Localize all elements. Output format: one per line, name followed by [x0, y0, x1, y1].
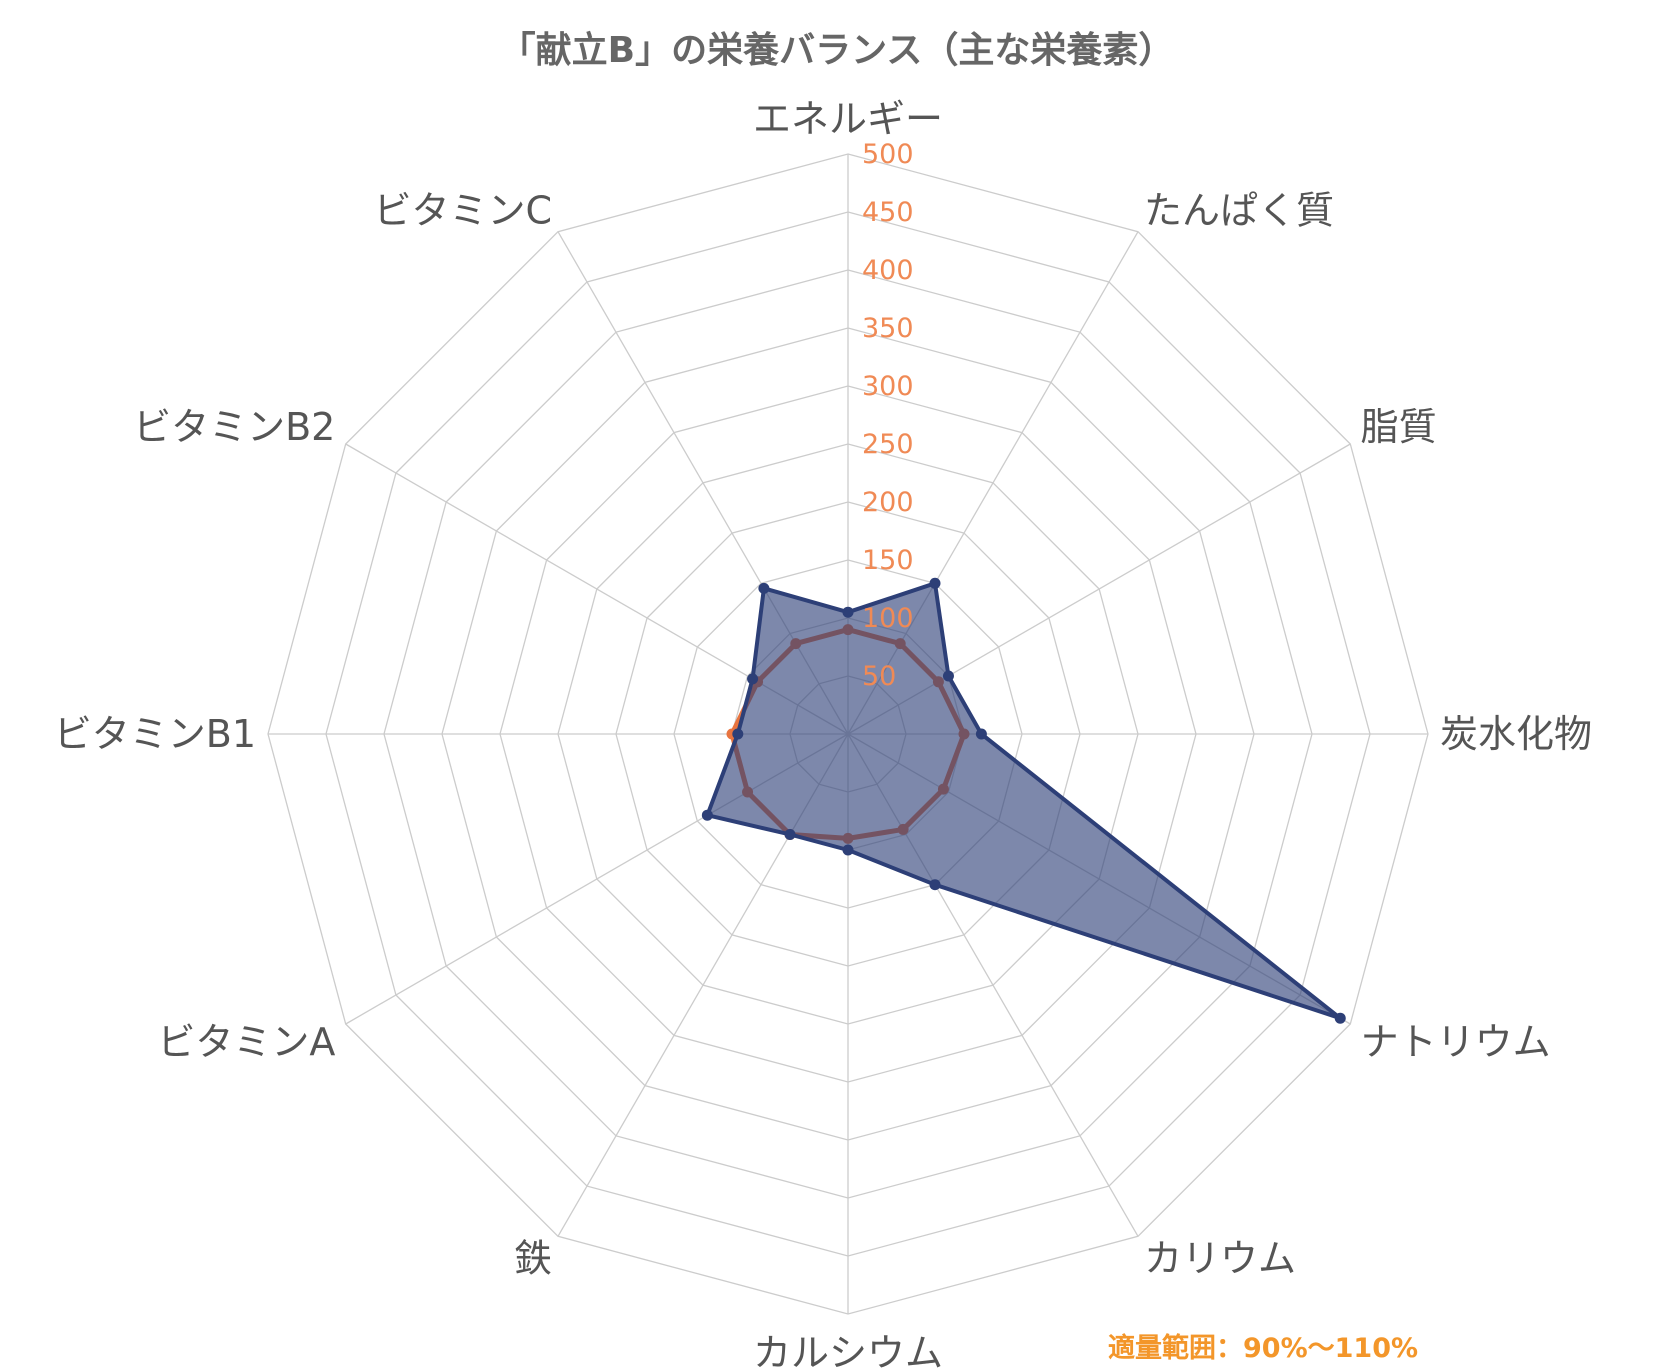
axis-label-11: ビタミンB2 — [133, 405, 335, 449]
series-1-point-4 — [975, 728, 987, 740]
series-1-point-1 — [842, 606, 854, 618]
axis-label-2: たんぱく質 — [1144, 188, 1334, 232]
tick-labels: 50 100 150 200 250 300 350 400 450 500 — [862, 139, 914, 692]
series-1-point-2 — [929, 577, 941, 589]
series-layer — [701, 577, 1346, 1024]
series-1-point-8 — [784, 828, 796, 840]
adequate-range-note: 適量範囲：90%〜110% — [1108, 1332, 1418, 1364]
tick-label-350: 350 — [862, 313, 914, 344]
tick-label-50: 50 — [862, 661, 896, 692]
chart-title: 「献立B」の栄養バランス（主な栄養素） — [500, 30, 1175, 71]
axis-label-6: カリウム — [1144, 1237, 1296, 1281]
tick-label-500: 500 — [862, 139, 914, 170]
axis-label-1: エネルギー — [753, 97, 943, 141]
series-1-point-7 — [842, 844, 854, 856]
series-1-area — [705, 581, 1343, 1021]
series-1-point-9 — [701, 809, 713, 821]
axis-label-10: ビタミンB1 — [54, 712, 256, 756]
tick-label-300: 300 — [862, 371, 914, 402]
series-1-point-3 — [942, 670, 954, 682]
axis-label-9: ビタミンA — [157, 1020, 335, 1064]
axis-label-12: ビタミンC — [373, 188, 552, 232]
tick-label-250: 250 — [862, 429, 914, 460]
axis-label-3: 脂質 — [1361, 405, 1437, 449]
series-1-point-10 — [732, 728, 744, 740]
tick-label-450: 450 — [862, 197, 914, 228]
axis-label-4: 炭水化物 — [1440, 712, 1592, 756]
axis-label-8: 鉄 — [514, 1237, 552, 1281]
axis-label-5: ナトリウム — [1361, 1020, 1551, 1064]
tick-label-100: 100 — [862, 603, 914, 634]
tick-label-200: 200 — [862, 487, 914, 518]
axis-label-7: カルシウム — [753, 1331, 943, 1368]
tick-label-150: 150 — [862, 545, 914, 576]
series-1-point-11 — [747, 673, 759, 685]
series-1-point-12 — [758, 582, 770, 594]
tick-label-400: 400 — [862, 255, 914, 286]
series-1-point-6 — [929, 879, 941, 891]
series-1-point-5 — [1334, 1012, 1346, 1024]
